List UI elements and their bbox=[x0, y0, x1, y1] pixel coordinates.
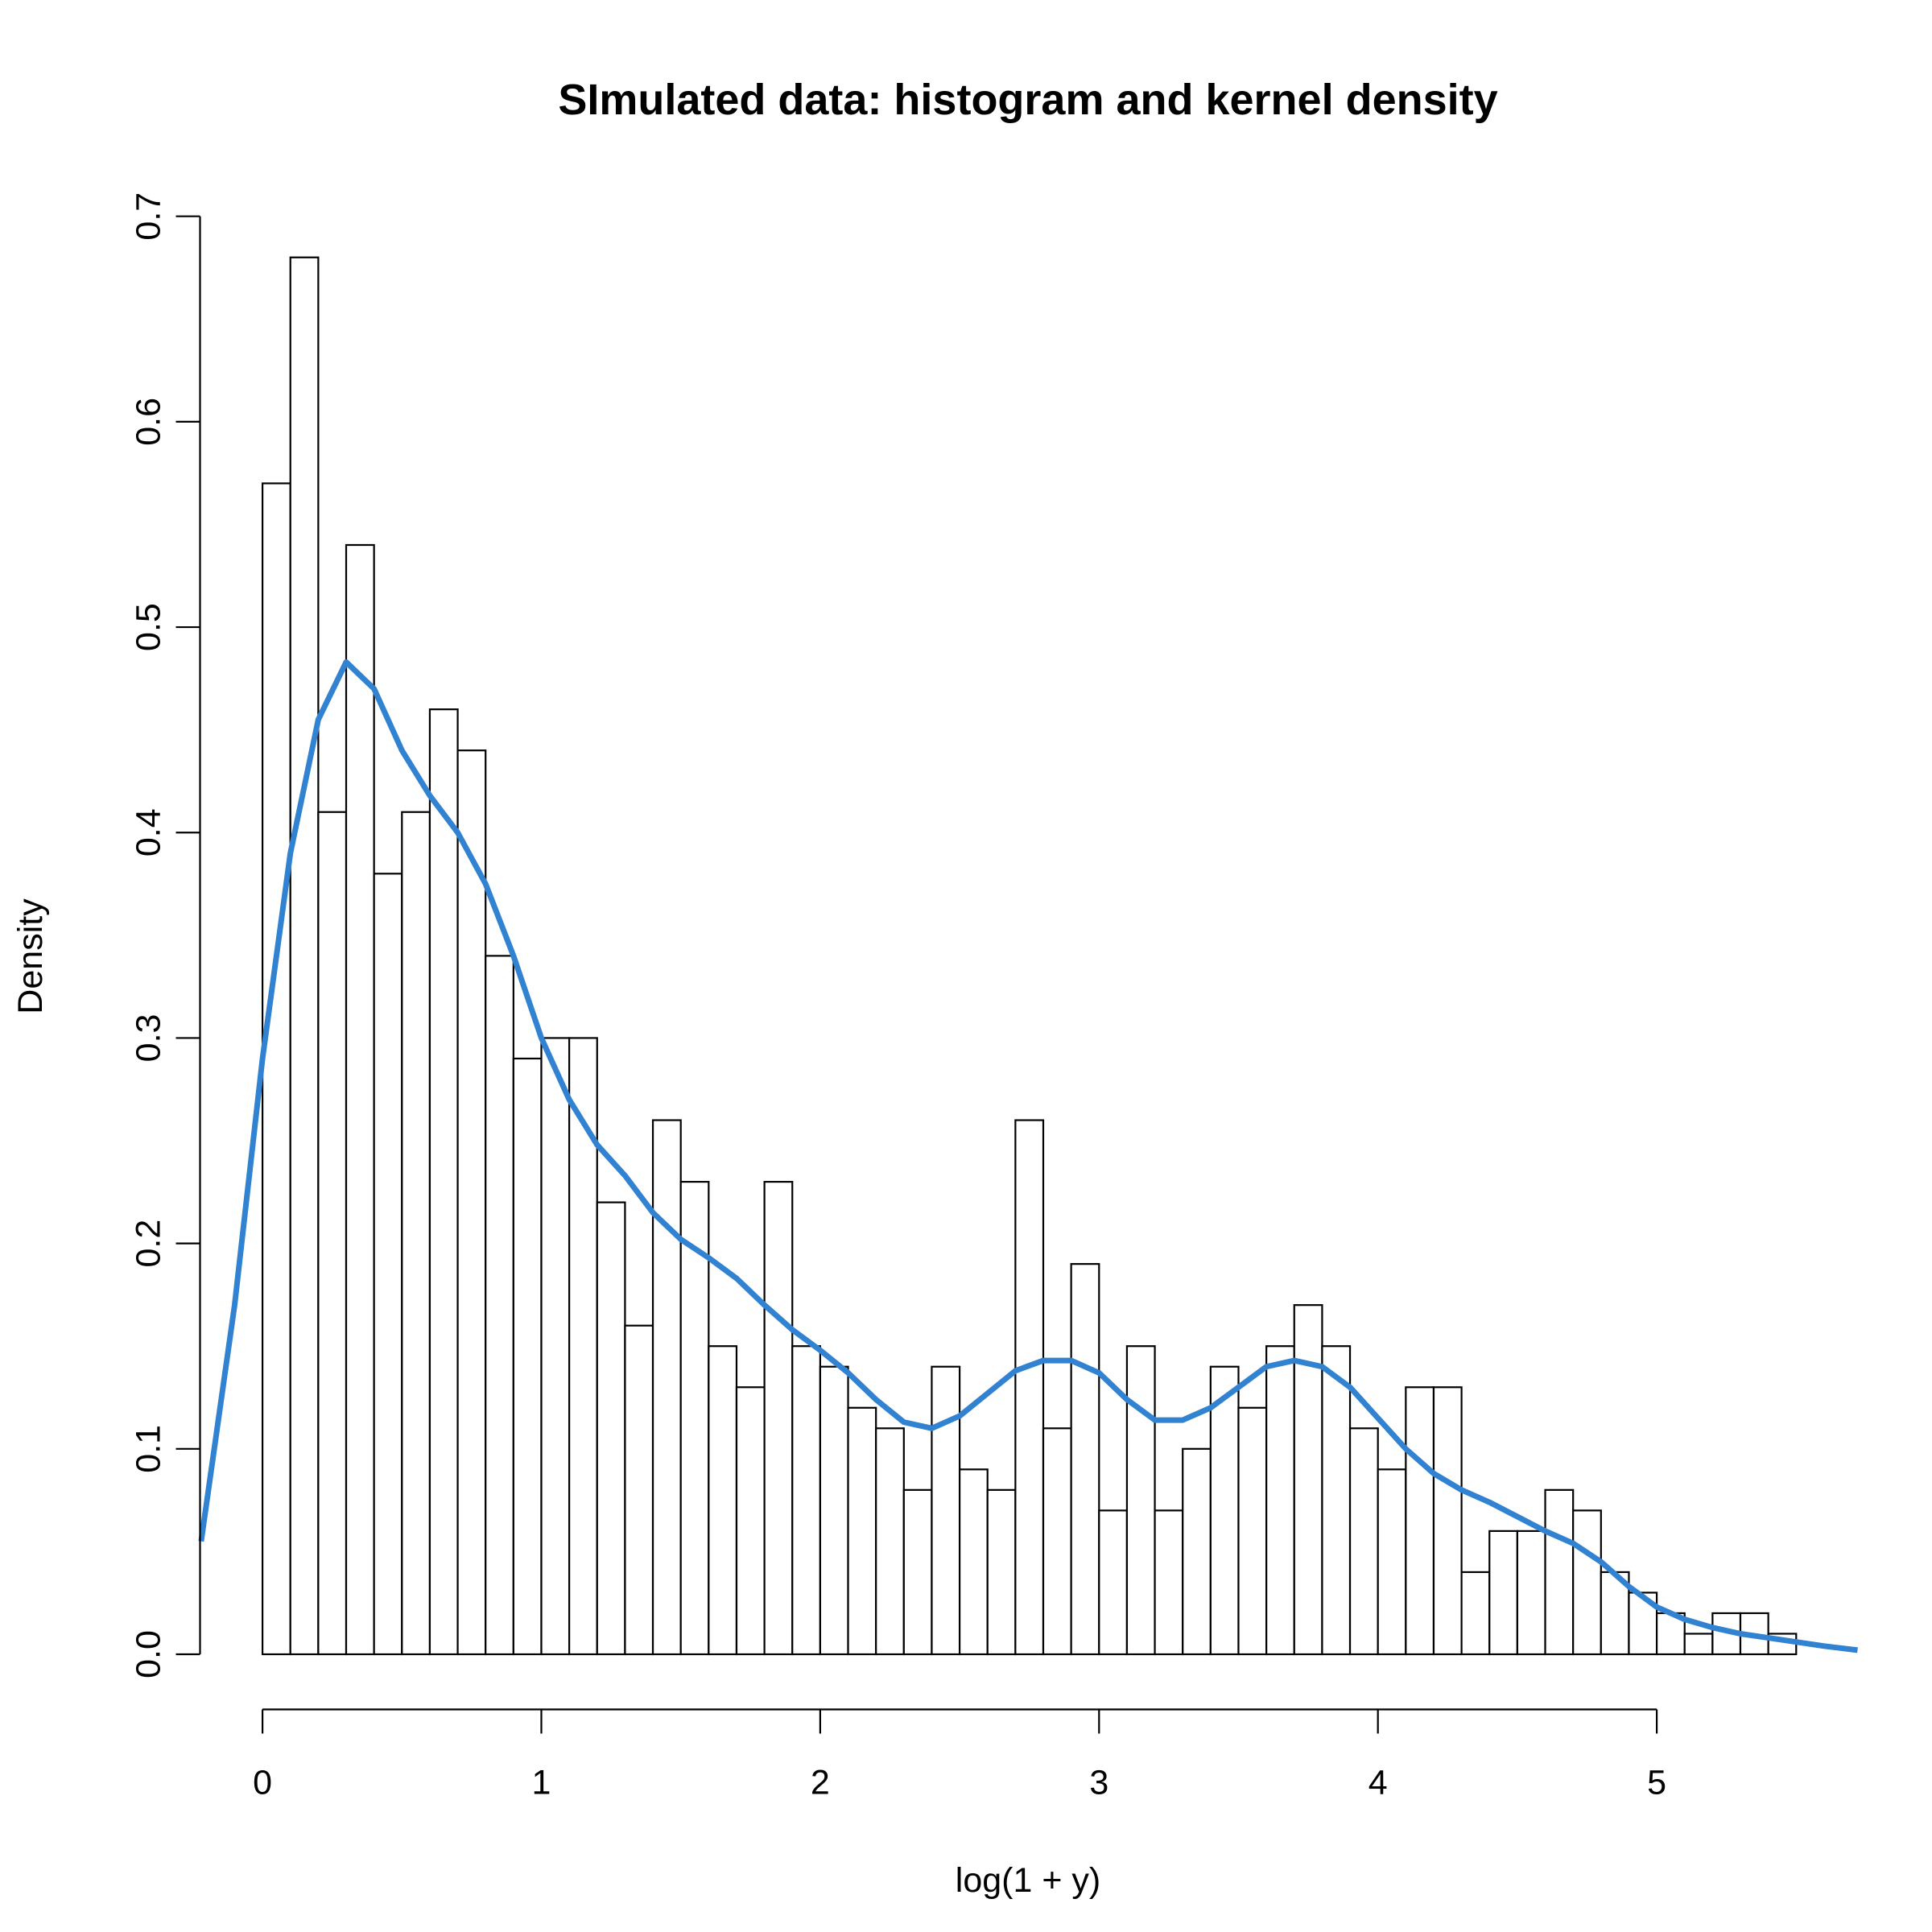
histogram-bar bbox=[512, 1057, 543, 1656]
histogram-bar bbox=[345, 543, 375, 1656]
histogram-bar bbox=[317, 811, 348, 1656]
chart-title: SImulated data: histogram and kernel den… bbox=[558, 76, 1497, 124]
histogram-bar bbox=[1405, 1386, 1435, 1656]
y-tick-label: 0.4 bbox=[130, 808, 168, 857]
histogram-bar bbox=[1572, 1509, 1602, 1656]
histogram-bar bbox=[1098, 1509, 1129, 1656]
histogram-bar bbox=[1432, 1386, 1463, 1656]
histogram-bar bbox=[624, 1324, 654, 1656]
y-tick-label: 0.0 bbox=[130, 1630, 168, 1678]
x-axis-label: log(1 + y) bbox=[956, 1861, 1100, 1900]
histogram-bar bbox=[679, 1180, 710, 1656]
histogram-bar bbox=[261, 482, 291, 1656]
histogram-bar bbox=[1321, 1345, 1352, 1656]
histogram-bar bbox=[763, 1180, 794, 1656]
histogram-bar bbox=[568, 1037, 598, 1656]
histogram-bar bbox=[1265, 1345, 1295, 1656]
histogram-bar bbox=[875, 1427, 905, 1656]
histogram-bar bbox=[1377, 1468, 1407, 1656]
histogram-bar bbox=[1154, 1509, 1184, 1656]
histogram-bar bbox=[428, 708, 459, 1656]
x-tick-label: 1 bbox=[532, 1764, 551, 1802]
histogram-bar bbox=[986, 1488, 1017, 1656]
histogram-bar bbox=[958, 1468, 989, 1656]
x-tick-label: 3 bbox=[1089, 1764, 1108, 1802]
density-line bbox=[198, 658, 1858, 1653]
histogram-bar bbox=[1488, 1530, 1518, 1656]
histogram-bar bbox=[1070, 1263, 1100, 1656]
histogram-bar bbox=[485, 955, 514, 1656]
histogram-bar bbox=[1125, 1345, 1156, 1656]
histogram-bar bbox=[902, 1488, 933, 1656]
y-tick-label: 0.7 bbox=[130, 192, 168, 241]
histogram-bar bbox=[1460, 1571, 1491, 1656]
x-tick-label: 5 bbox=[1647, 1764, 1666, 1802]
histogram-bar bbox=[456, 749, 487, 1656]
histogram-bar bbox=[1293, 1304, 1323, 1656]
histogram-bar bbox=[1544, 1488, 1575, 1656]
histogram-bar bbox=[735, 1386, 766, 1656]
x-tick-label: 2 bbox=[811, 1764, 830, 1802]
histogram-bar bbox=[1683, 1633, 1714, 1656]
x-tick-label: 4 bbox=[1368, 1764, 1388, 1802]
histogram-bar bbox=[791, 1345, 821, 1656]
histogram-bar bbox=[819, 1365, 849, 1656]
histogram-bar bbox=[708, 1345, 738, 1656]
histogram-bar bbox=[651, 1119, 682, 1656]
histogram-bar bbox=[373, 873, 403, 1656]
y-tick-label: 0.3 bbox=[130, 1014, 168, 1063]
histogram-bar bbox=[1042, 1427, 1072, 1656]
y-tick-label: 0.6 bbox=[130, 398, 168, 446]
histogram-bar bbox=[1182, 1447, 1212, 1656]
y-tick-label: 0.5 bbox=[130, 603, 168, 651]
histogram-bar bbox=[289, 256, 320, 1656]
histogram-bar bbox=[540, 1037, 571, 1656]
y-axis-label: Density bbox=[11, 898, 50, 1014]
histogram-bar bbox=[1516, 1530, 1546, 1656]
histogram-bar bbox=[401, 811, 431, 1656]
histogram-bar bbox=[931, 1365, 961, 1656]
x-tick-label: 0 bbox=[253, 1764, 272, 1802]
y-tick-label: 0.1 bbox=[130, 1425, 168, 1473]
histogram-bar bbox=[1014, 1119, 1045, 1656]
histogram-bar bbox=[596, 1201, 626, 1656]
histogram-bar bbox=[1237, 1406, 1268, 1656]
histogram-bar bbox=[847, 1406, 877, 1656]
histogram-bar bbox=[1209, 1365, 1240, 1656]
histogram-bar bbox=[1348, 1427, 1379, 1656]
y-tick-label: 0.2 bbox=[130, 1220, 168, 1268]
